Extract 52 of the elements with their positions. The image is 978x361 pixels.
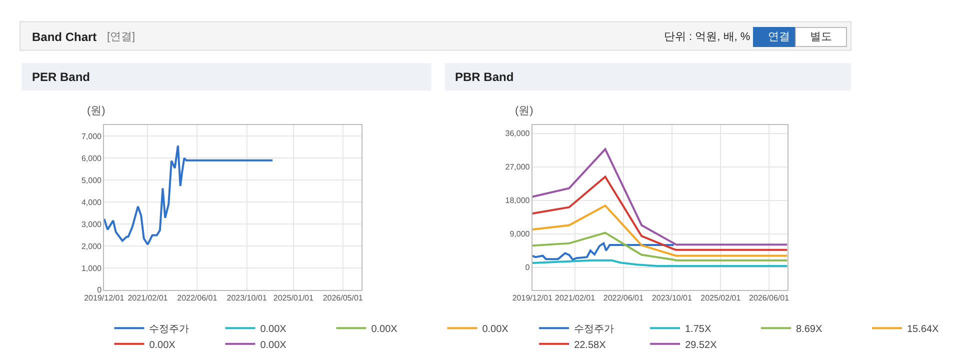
text: 연결: [768, 31, 790, 43]
chart-title: PER Band: [32, 70, 90, 84]
x-tick-label: 2026/06/01: [749, 294, 790, 303]
y-tick-label: 27,000: [505, 162, 530, 172]
y-tick-label: 1,000: [81, 264, 102, 273]
y-axis-title: (원): [515, 105, 534, 117]
y-tick-label: 6,000: [81, 154, 102, 163]
legend-label: 22.58X: [574, 340, 606, 351]
x-tick-label: 2022/06/01: [177, 294, 218, 303]
line-series: [532, 176, 788, 251]
x-tick-label: 2025/01/01: [273, 294, 314, 303]
legend-label: 8.69X: [796, 324, 822, 335]
legend-label: 0.00X: [149, 340, 176, 351]
text: 별도: [810, 31, 832, 43]
text: [연결]: [107, 31, 136, 43]
y-axis-title: (원): [87, 105, 106, 117]
y-tick-label: 4,000: [81, 198, 102, 207]
legend-label: 0.00X: [260, 324, 287, 335]
y-tick-label: 0: [97, 286, 102, 295]
y-tick-label: 5,000: [81, 176, 102, 185]
legend-label: 수정주가: [574, 324, 614, 335]
x-tick-label: 2025/02/01: [700, 294, 742, 303]
x-tick-label: 2019/12/01: [512, 294, 553, 303]
x-tick-label: 2026/05/01: [322, 294, 364, 303]
legend-label: 29.52X: [685, 340, 718, 351]
chart-title: PBR Band: [455, 70, 514, 84]
legend-label: 15.64X: [907, 324, 940, 335]
y-tick-label: 2,000: [81, 242, 102, 251]
legend-label: 1.75X: [685, 324, 712, 335]
legend-label: 0.00X: [260, 340, 287, 351]
y-tick-label: 18,000: [505, 196, 530, 206]
line-series: [532, 204, 788, 257]
x-tick-label: 2023/10/01: [226, 294, 268, 303]
x-tick-label: 2022/06/01: [603, 294, 644, 303]
x-tick-label: 2023/10/01: [652, 294, 692, 303]
line-series: [532, 232, 788, 262]
y-tick-label: 36,000: [505, 129, 530, 138]
y-tick-label: 3,000: [81, 220, 102, 229]
y-tick-label: 9,000: [510, 230, 530, 239]
text: Band Chart: [32, 30, 97, 44]
line-series: [532, 148, 788, 246]
y-tick-label: 0: [525, 263, 530, 272]
x-tick-label: 2021/02/01: [128, 294, 168, 303]
text: 단위 : 억원, 배, %: [664, 31, 750, 43]
x-tick-label: 2021/02/01: [555, 294, 596, 303]
y-tick-label: 7,000: [81, 132, 102, 142]
legend-label: 0.00X: [482, 324, 509, 335]
x-tick-label: 2019/12/01: [84, 294, 125, 303]
line-series: [532, 242, 675, 261]
line-series: [104, 144, 274, 246]
legend-label: 수정주가: [149, 324, 190, 335]
legend-label: 0.00X: [371, 324, 398, 335]
